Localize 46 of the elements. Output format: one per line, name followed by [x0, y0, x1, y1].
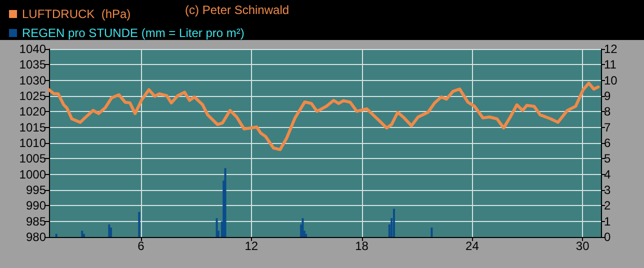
y-tick-label: 1000: [19, 167, 46, 182]
y2-tick-label: 7: [604, 120, 611, 134]
line-series: [48, 82, 600, 152]
bar: [302, 218, 304, 237]
legend-label: LUFTDRUCK (hPa): [22, 7, 131, 21]
bar: [82, 234, 85, 237]
text: (c) Peter Schinwald: [185, 3, 290, 17]
y-tick-label: 1015: [19, 120, 46, 134]
legend-label: REGEN pro STUNDE (mm = Liter pro m²): [22, 26, 244, 40]
bar: [110, 228, 112, 237]
y2-tick-label: 1: [604, 214, 611, 228]
y-tick-label: 1030: [19, 73, 46, 88]
x-tick-label: 18: [355, 239, 369, 253]
y-tick-label: 985: [26, 214, 46, 228]
y2-tick-label: 11: [604, 58, 617, 72]
bar: [430, 228, 433, 237]
x-tick-label: 24: [466, 239, 480, 253]
y-tick-label: 1020: [19, 104, 46, 119]
y-tick-label: 995: [26, 183, 46, 197]
y-tick-label: 980: [26, 230, 46, 244]
bar: [55, 234, 58, 237]
y2-tick-label: 2: [604, 198, 611, 213]
y2-tick-label: 9: [604, 89, 611, 103]
x-tick-label: 30: [576, 239, 590, 253]
y2-tick-label: 8: [604, 104, 611, 119]
x-tick-label: 6: [138, 239, 145, 253]
bar: [224, 168, 226, 237]
y-tick-label: 1040: [19, 42, 46, 56]
x-tick-label: 12: [244, 239, 258, 253]
bar: [108, 224, 110, 237]
y2-tick-label: 3: [604, 183, 611, 197]
y2-tick-label: 0: [604, 230, 611, 244]
y2-tick-label: 10: [604, 73, 618, 88]
y-tick-label: 1005: [19, 152, 46, 166]
bar: [81, 230, 84, 237]
y-tick-label: 990: [26, 198, 46, 213]
y2-tick-label: 6: [604, 136, 611, 150]
bar: [216, 218, 218, 237]
y-tick-label: 1025: [19, 89, 46, 103]
bar: [138, 212, 140, 237]
y2-tick-label: 4: [604, 167, 611, 182]
y-tick-label: 1035: [19, 58, 46, 72]
y2-tick-label: 5: [604, 152, 611, 166]
y2-tick-label: 12: [604, 42, 618, 56]
bar: [393, 208, 395, 237]
y-tick-label: 1010: [19, 136, 46, 150]
